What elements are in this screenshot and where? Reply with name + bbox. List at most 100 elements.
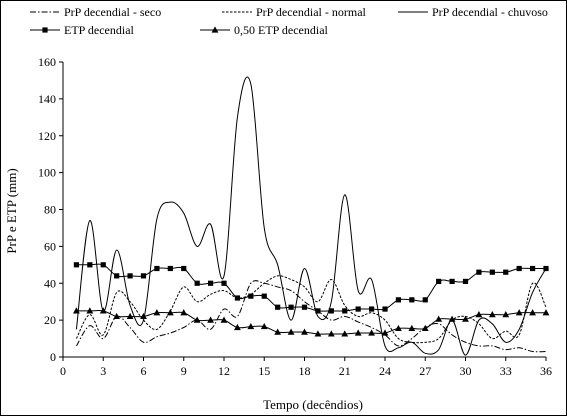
- data-point: [140, 312, 147, 320]
- y-tick-label: 60: [44, 239, 56, 253]
- data-point: [543, 265, 549, 272]
- y-tick-label: 0: [50, 350, 56, 364]
- data-point: [207, 280, 214, 286]
- data-point: [113, 312, 121, 320]
- data-point: [100, 262, 106, 268]
- legend-label: PrP decendial - normal: [256, 5, 367, 19]
- x-tick-label: 9: [181, 364, 187, 378]
- y-tick-label: 140: [38, 92, 56, 106]
- data-point: [234, 323, 241, 331]
- series-5: [73, 307, 550, 337]
- legend-item: ETP decendial: [30, 23, 135, 37]
- x-tick-label: 18: [299, 364, 311, 378]
- data-point: [181, 265, 187, 272]
- data-point: [368, 306, 375, 312]
- data-point: [502, 310, 510, 318]
- legend-marker: [42, 27, 48, 33]
- data-point: [248, 293, 254, 299]
- data-point: [327, 330, 335, 337]
- data-point: [220, 316, 228, 323]
- x-tick-label: 15: [258, 364, 270, 378]
- data-point: [221, 280, 227, 286]
- data-point: [421, 324, 429, 332]
- legend: PrP decendial - seco PrP decendial - norm…: [30, 5, 548, 37]
- data-point: [166, 309, 174, 316]
- data-point: [422, 297, 428, 303]
- x-tick-label: 24: [379, 364, 391, 378]
- data-point: [167, 265, 173, 272]
- y-tick-label: 20: [44, 313, 56, 327]
- series-3: [75, 76, 547, 356]
- data-point: [86, 307, 94, 314]
- data-point: [301, 304, 308, 310]
- data-point: [395, 324, 402, 332]
- x-tick-label: 3: [100, 364, 106, 378]
- data-point: [542, 309, 550, 316]
- y-axis-label: PrP e ETP (mm): [4, 168, 19, 253]
- data-point: [274, 328, 282, 335]
- data-point: [448, 315, 456, 322]
- data-point: [355, 306, 361, 312]
- data-point: [503, 269, 509, 275]
- data-point: [382, 306, 388, 312]
- data-point: [462, 315, 469, 322]
- y-tick-label: 100: [38, 166, 56, 180]
- data-point: [154, 265, 160, 272]
- legend-label: ETP decendial: [64, 23, 135, 37]
- data-point: [301, 328, 308, 335]
- x-tick-label: 6: [141, 364, 147, 378]
- x-tick-label: 27: [419, 364, 431, 378]
- y-tick-label: 80: [44, 203, 56, 217]
- x-tick-label: 12: [218, 364, 230, 378]
- legend-item: PrP decendial - seco: [30, 5, 161, 19]
- series-line: [75, 280, 547, 353]
- data-point: [529, 309, 536, 316]
- data-point: [462, 278, 469, 285]
- data-point: [260, 322, 268, 330]
- legend-item: 0,50 ETP decendial: [200, 23, 329, 37]
- data-point: [153, 309, 161, 316]
- data-point: [127, 273, 133, 279]
- data-point: [489, 269, 495, 275]
- data-point: [435, 315, 443, 322]
- data-point: [114, 273, 120, 279]
- legend-label: 0,50 ETP decendial: [234, 23, 329, 37]
- data-point: [381, 329, 389, 336]
- legend-label: PrP decendial - seco: [64, 5, 161, 19]
- legend-marker: [211, 26, 219, 33]
- series-line: [75, 275, 547, 344]
- data-point: [261, 293, 267, 299]
- data-point: [476, 269, 482, 275]
- data-point: [395, 297, 402, 303]
- x-tick-label: 30: [460, 364, 472, 378]
- data-point: [247, 322, 255, 330]
- series-2: [75, 275, 547, 344]
- x-tick-label: 0: [60, 364, 66, 378]
- data-point: [207, 316, 214, 323]
- data-point: [193, 316, 201, 323]
- series-line: [75, 76, 547, 356]
- legend-item: PrP decendial - normal: [222, 5, 367, 19]
- data-point: [87, 262, 93, 268]
- data-point: [408, 324, 416, 332]
- x-tick-label: 36: [540, 364, 552, 378]
- legend-item: PrP decendial - chuvoso: [398, 5, 548, 19]
- data-point: [342, 308, 348, 314]
- data-point: [315, 308, 321, 314]
- data-point: [314, 330, 322, 337]
- y-tick-label: 40: [44, 276, 56, 290]
- series-1: [75, 280, 547, 353]
- data-point: [436, 278, 442, 285]
- data-point: [529, 265, 536, 272]
- legend-label: PrP decendial - chuvoso: [432, 5, 548, 19]
- y-tick-label: 160: [38, 55, 56, 69]
- data-point: [515, 309, 523, 316]
- data-point: [140, 273, 147, 279]
- x-tick-label: 33: [500, 364, 512, 378]
- data-point: [275, 304, 281, 310]
- data-point: [409, 297, 415, 303]
- series-4: [73, 262, 549, 314]
- data-point: [180, 309, 188, 316]
